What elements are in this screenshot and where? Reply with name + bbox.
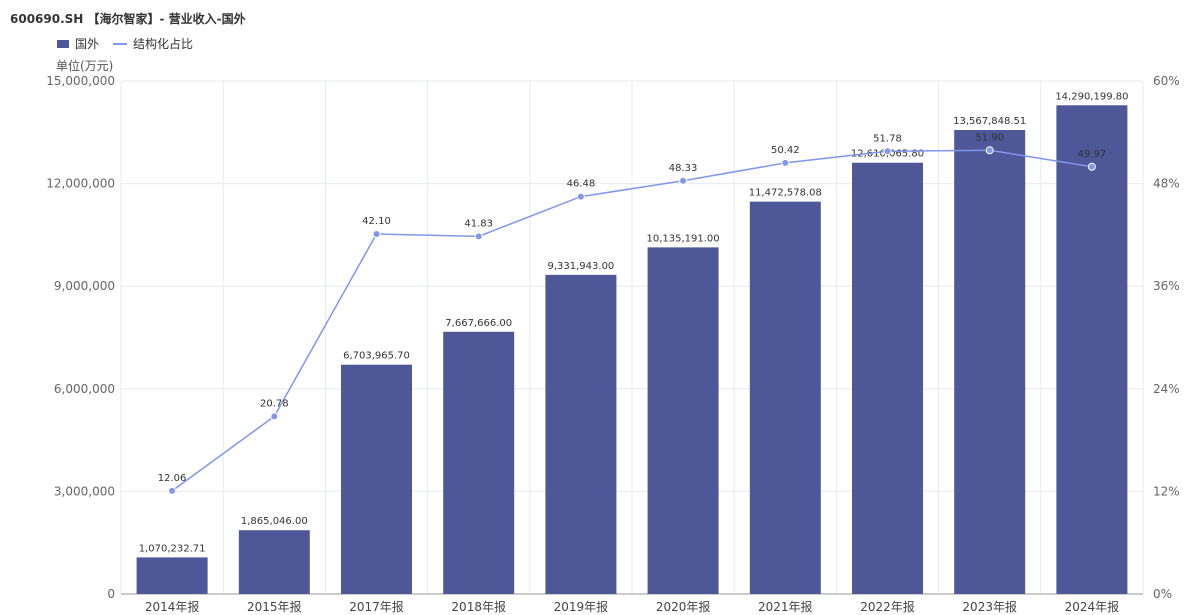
line-value-label: 51.78	[873, 133, 902, 144]
legend-bar-label: 国外	[75, 37, 100, 51]
x-tick-label: 2023年报	[962, 599, 1017, 614]
line-point	[576, 192, 585, 201]
line-value-label: 41.83	[464, 218, 493, 229]
bar-value-label: 11,472,578.08	[749, 188, 822, 199]
bar	[954, 129, 1026, 594]
legend-line-swatch	[113, 42, 128, 45]
bar-value-label: 14,290,199.80	[1055, 91, 1128, 102]
legend-item-bar[interactable]: 国外	[57, 35, 99, 52]
bar	[749, 201, 821, 595]
bar	[136, 557, 208, 594]
line-value-label: 50.42	[771, 145, 800, 156]
y-right-tick-label: 36%	[1153, 279, 1180, 293]
bar	[1056, 105, 1128, 594]
bar	[238, 530, 310, 594]
bar-value-label: 10,135,191.00	[647, 233, 720, 244]
line-value-label: 12.06	[158, 473, 187, 484]
x-tick-label: 2019年报	[554, 599, 609, 614]
x-tick-label: 2014年报	[145, 599, 200, 614]
bar	[852, 162, 923, 594]
bar-value-label: 6,703,965.70	[343, 351, 410, 362]
legend-item-line[interactable]: 结构化占比	[113, 35, 193, 52]
y-left-tick-label: 6,000,000	[54, 382, 115, 396]
x-tick-label: 2020年报	[656, 599, 711, 614]
legend-line-label: 结构化占比	[133, 37, 194, 51]
line-point	[168, 486, 177, 495]
line-point	[1087, 162, 1096, 171]
x-tick-label: 2024年报	[1065, 599, 1120, 614]
y-right-tick-label: 24%	[1153, 382, 1180, 396]
chart-title: 600690.SH 【海尔智家】- 营业收入-国外	[10, 12, 246, 26]
y-right-tick-label: 12%	[1153, 484, 1180, 498]
bar	[341, 364, 412, 594]
x-tick-label: 2022年报	[860, 599, 915, 614]
y-left-tick-label: 12,000,000	[46, 177, 115, 191]
legend: 国外 结构化占比	[57, 35, 207, 52]
line-point	[474, 232, 483, 241]
line-point	[270, 412, 279, 421]
y-right-tick-label: 48%	[1153, 177, 1180, 191]
line-series	[171, 149, 1093, 492]
bar-value-label: 1,070,232.71	[139, 543, 206, 554]
x-tick-label: 2021年报	[758, 599, 813, 614]
line-value-label: 20.78	[260, 398, 289, 409]
y-left-tick-label: 15,000,000	[46, 74, 115, 88]
line-value-label: 42.10	[362, 216, 391, 227]
legend-bar-swatch	[57, 39, 69, 48]
y-right-tick-label: 0%	[1153, 587, 1172, 601]
bar	[545, 274, 617, 594]
line-point	[985, 146, 994, 155]
line-value-label: 49.97	[1078, 149, 1107, 160]
bar-value-label: 1,865,046.00	[241, 516, 308, 527]
line-value-label: 48.33	[669, 163, 698, 174]
y-right-tick-label: 60%	[1153, 74, 1180, 88]
y-left-tick-label: 9,000,000	[54, 279, 115, 293]
x-tick-label: 2018年报	[451, 599, 506, 614]
line-point	[372, 230, 381, 239]
line-value-label: 46.48	[567, 179, 596, 190]
y-axis-unit-label: 单位(万元)	[56, 59, 114, 73]
y-left-tick-label: 0	[107, 587, 115, 601]
bar-value-label: 13,567,848.51	[953, 116, 1026, 127]
x-tick-label: 2017年报	[349, 599, 404, 614]
y-left-tick-label: 3,000,000	[54, 484, 115, 498]
x-tick-label: 2015年报	[247, 599, 302, 614]
bar-value-label: 7,667,666.00	[445, 318, 512, 329]
line-value-label: 51.90	[975, 132, 1004, 143]
bar	[647, 247, 719, 594]
bar	[443, 331, 515, 594]
line-point	[679, 176, 688, 185]
line-point	[781, 158, 790, 167]
bar-value-label: 9,331,943.00	[548, 261, 615, 272]
line-point	[883, 147, 892, 156]
